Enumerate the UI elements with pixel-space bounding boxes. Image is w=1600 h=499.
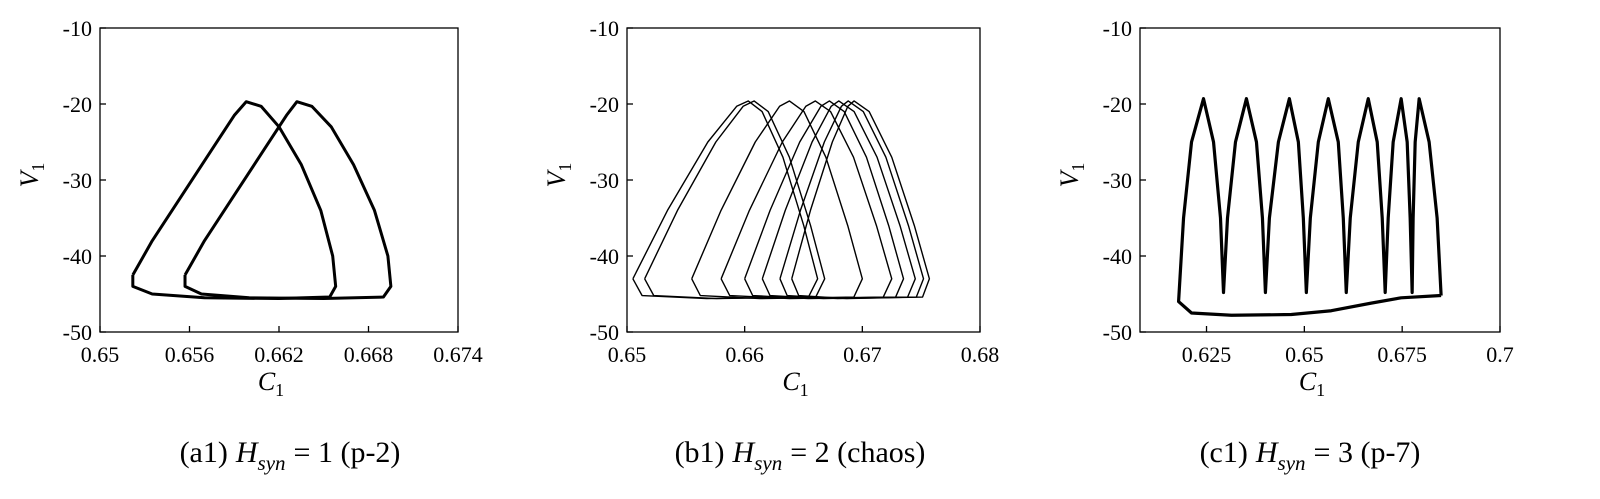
y-tick-label: -30 [63, 168, 92, 193]
x-axis-label-sub: 1 [1316, 380, 1325, 400]
x-axis-label: C1 [258, 367, 284, 400]
orbit-line [761, 100, 916, 300]
y-tick-label: -40 [1103, 244, 1132, 269]
caption-var: H [235, 436, 260, 469]
y-axis-label-var: V [15, 168, 44, 187]
x-axis-label-var: C [1299, 367, 1317, 396]
x-tick-label: 0.625 [1182, 342, 1232, 367]
y-axis-label-sub: 1 [555, 163, 575, 172]
caption: (a1) Hsyn = 1 (p-2) [180, 436, 401, 475]
caption-rest: = 1 (p-2) [294, 436, 401, 469]
y-tick-label: -30 [1103, 168, 1132, 193]
caption-var: H [1255, 436, 1280, 469]
plot-area [1176, 97, 1443, 317]
y-tick-label: -40 [590, 244, 619, 269]
y-tick-label: -30 [590, 168, 619, 193]
caption: (b1) Hsyn = 2 (chaos) [675, 436, 926, 475]
orbit-line [779, 100, 925, 300]
panel: -50 -40 -30 -20 -10 0.65 0.656 0.662 0.668 0.674 C… [15, 16, 483, 475]
x-axis-label: C1 [1299, 367, 1325, 400]
orbit-line [131, 100, 338, 301]
caption-prefix: (a1) [180, 436, 228, 469]
y-tick-label: -10 [590, 16, 619, 41]
plot-frame [1139, 27, 1501, 333]
caption-prefix: (b1) [675, 436, 725, 469]
y-tick-label: -50 [1103, 320, 1132, 345]
y-axis-label-sub: 1 [28, 163, 48, 172]
y-axis-label: V1 [1055, 163, 1088, 188]
orbit-line [691, 100, 864, 300]
caption-prefix: (c1) [1200, 436, 1248, 469]
orbit-line [791, 100, 931, 300]
x-tick-label: 0.65 [81, 342, 120, 367]
y-axis-label-var: V [542, 168, 571, 187]
y-tick-label: -10 [63, 16, 92, 41]
x-tick-label: 0.656 [165, 342, 215, 367]
x-tick-label: 0.674 [433, 342, 483, 367]
orbit-line [183, 100, 393, 301]
x-axis-label-sub: 1 [275, 380, 284, 400]
panel: -50-40-30-20-100.625 0.65 0.675 0.7C1V1(c1)… [1055, 16, 1514, 475]
x-tick-label: 0.668 [344, 342, 394, 367]
x-tick-label: 0.66 [725, 342, 764, 367]
plot-frame [99, 27, 459, 333]
x-tick-label: 0.662 [254, 342, 304, 367]
caption-rest: = 2 (chaos) [790, 436, 925, 469]
caption-rest: = 3 (p-7) [1314, 436, 1421, 469]
x-axis-label-var: C [782, 367, 800, 396]
plot-area [131, 100, 393, 301]
x-axis-label-sub: 1 [800, 380, 809, 400]
plot-area [632, 100, 931, 300]
caption-sub: syn [1278, 451, 1306, 475]
y-tick-label: -20 [590, 92, 619, 117]
y-axis-label: V1 [15, 163, 48, 188]
x-axis-label-var: C [258, 367, 276, 396]
x-tick-label: 0.67 [843, 342, 882, 367]
y-tick-label: -20 [63, 92, 92, 117]
x-tick-label: 0.68 [961, 342, 1000, 367]
y-tick-label: -20 [1103, 92, 1132, 117]
y-axis-label: V1 [542, 163, 575, 188]
y-tick-label: -50 [63, 320, 92, 345]
orbit-line [1176, 97, 1443, 317]
caption-sub: syn [754, 451, 782, 475]
x-tick-label: 0.675 [1377, 342, 1427, 367]
orbit-line [744, 100, 905, 300]
caption-sub: syn [258, 451, 286, 475]
caption-var: H [732, 436, 757, 469]
caption: (c1) Hsyn = 3 (p-7) [1200, 436, 1421, 475]
x-axis-label: C1 [782, 367, 808, 400]
orbit-line [644, 100, 826, 300]
orbit-line [720, 100, 893, 300]
y-axis-label-sub: 1 [1068, 163, 1088, 172]
y-tick-label: -50 [590, 320, 619, 345]
y-tick-label: -10 [1103, 16, 1132, 41]
x-tick-label: 0.65 [1285, 342, 1324, 367]
y-tick-label: -40 [63, 244, 92, 269]
x-tick-label: 0.7 [1486, 342, 1514, 367]
y-axis-label-var: V [1055, 168, 1084, 187]
x-tick-label: 0.65 [608, 342, 647, 367]
